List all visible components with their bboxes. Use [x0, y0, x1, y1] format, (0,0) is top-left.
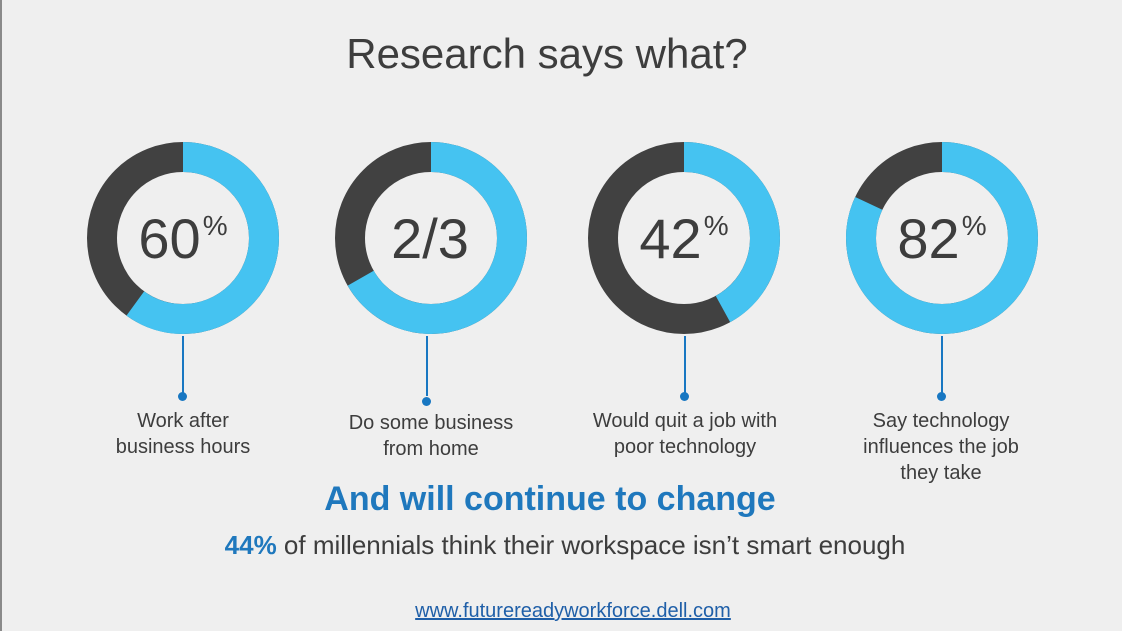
- donut-chart-4: 82%: [844, 140, 1040, 336]
- donut-unit-1: %: [202, 210, 228, 241]
- connector-line-3: [684, 336, 686, 396]
- caption-4-line-3: they take: [900, 462, 982, 484]
- caption-4: Say technology influences the job they t…: [826, 408, 1056, 486]
- donut-ring-3: [588, 142, 780, 334]
- caption-4-line-1: Say technology: [872, 410, 1010, 432]
- footer-link[interactable]: www.futurereadyworkforce.dell.com: [415, 600, 731, 622]
- slide-left-edge: [0, 0, 2, 631]
- donut-number-4: 82: [897, 206, 960, 270]
- caption-1-line-2: business hours: [115, 436, 251, 458]
- donut-arc-1: [87, 142, 279, 334]
- headline: And will continue to change: [324, 480, 776, 518]
- subline-text: of millennials think their workspace isn…: [276, 530, 906, 560]
- donut-unit-4: %: [961, 210, 987, 241]
- donut-value-2: 2/3: [333, 140, 529, 336]
- donut-ring-1: [87, 142, 279, 334]
- donut-number-2: 2/3: [391, 206, 469, 270]
- caption-4-line-2: influences the job: [863, 436, 1019, 458]
- donut-arc-4: [846, 142, 1038, 334]
- donut-chart-2: 2/3: [333, 140, 529, 336]
- donut-arc-3: [588, 142, 780, 334]
- donut-ring-4: [846, 142, 1038, 334]
- caption-3: Would quit a job with poor technology: [570, 408, 800, 460]
- donut-arc-2: [335, 142, 527, 334]
- subline-accent: 44%: [224, 530, 277, 560]
- caption-1: Work after business hours: [68, 408, 298, 460]
- donut-ring-2: [335, 142, 527, 334]
- caption-2-line-2: from home: [383, 438, 479, 460]
- donut-value-1: 60%: [85, 140, 281, 336]
- subline: 44% of millennials think their workspace…: [0, 530, 1122, 561]
- donut-chart-1: 60%: [85, 140, 281, 336]
- caption-2-line-1: Do some business: [348, 412, 514, 434]
- connector-dot-1: [178, 392, 187, 401]
- connector-dot-2: [422, 397, 431, 406]
- donut-chart-3: 42%: [586, 140, 782, 336]
- donut-value-3: 42%: [586, 140, 782, 336]
- caption-3-line-2: poor technology: [613, 436, 757, 458]
- connector-line-1: [182, 336, 184, 396]
- donut-number-1: 60: [138, 206, 201, 270]
- connector-line-4: [941, 336, 943, 396]
- donut-value-4: 82%: [844, 140, 1040, 336]
- caption-2: Do some business from home: [316, 410, 546, 462]
- connector-line-2: [426, 336, 428, 396]
- donut-unit-3: %: [703, 210, 729, 241]
- slide-title: Research says what?: [346, 30, 748, 77]
- caption-1-line-1: Work after: [137, 410, 229, 432]
- caption-3-line-1: Would quit a job with: [592, 410, 778, 432]
- connector-dot-3: [680, 392, 689, 401]
- connector-dot-4: [937, 392, 946, 401]
- donut-number-3: 42: [639, 206, 702, 270]
